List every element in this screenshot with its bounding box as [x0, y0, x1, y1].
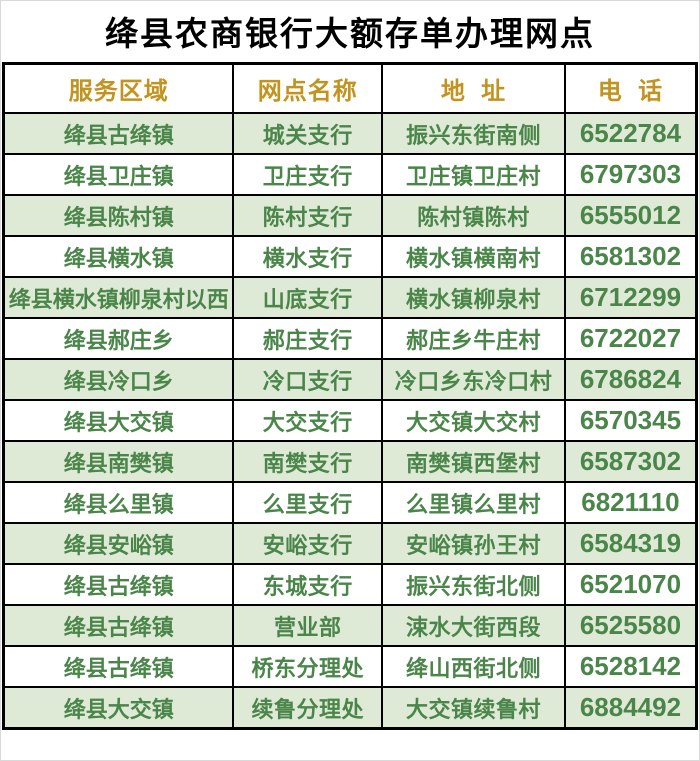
cell-branch-name: 安峪支行 — [232, 522, 384, 565]
cell-phone: 6522784 — [563, 112, 698, 155]
table-header-row: 服务区域 网点名称 地 址 电 话 — [2, 62, 698, 114]
cell-phone: 6786824 — [563, 358, 698, 401]
cell-address: 涑水大街西段 — [381, 604, 566, 647]
table-row: 绛县古绛镇 营业部 涑水大街西段 6525580 — [2, 604, 698, 647]
table-body: 绛县古绛镇 城关支行 振兴东街南侧 6522784 绛县卫庄镇 卫庄支行 卫庄镇… — [2, 112, 698, 730]
cell-phone: 6584319 — [563, 522, 698, 565]
cell-branch-name: 横水支行 — [232, 235, 384, 278]
table-row: 绛县大交镇 续鲁分理处 大交镇续鲁村 6884492 — [2, 686, 698, 730]
cell-branch-name: 城关支行 — [232, 112, 384, 155]
table-row: 绛县安峪镇 安峪支行 安峪镇孙王村 6584319 — [2, 522, 698, 565]
cell-address: 大交镇大交村 — [381, 399, 566, 442]
cell-address: 冷口乡东冷口村 — [381, 358, 566, 401]
table-row: 绛县郝庄乡 郝庄支行 郝庄乡牛庄村 6722027 — [2, 317, 698, 360]
cell-phone: 6884492 — [563, 686, 698, 730]
column-header-address: 地 址 — [381, 62, 566, 114]
cell-service-area: 绛县陈村镇 — [2, 194, 235, 237]
cell-address: 南樊镇西堡村 — [381, 440, 566, 483]
cell-phone: 6821110 — [563, 481, 698, 524]
table-row: 绛县卫庄镇 卫庄支行 卫庄镇卫庄村 6797303 — [2, 153, 698, 196]
cell-address: 郝庄乡牛庄村 — [381, 317, 566, 360]
cell-branch-name: 么里支行 — [232, 481, 384, 524]
column-header-branch-name: 网点名称 — [232, 62, 384, 114]
cell-phone: 6521070 — [563, 563, 698, 606]
cell-address: 陈村镇陈村 — [381, 194, 566, 237]
table-row: 绛县古绛镇 桥东分理处 绛山西街北侧 6528142 — [2, 645, 698, 688]
column-header-service-area: 服务区域 — [2, 62, 235, 114]
table-row: 绛县陈村镇 陈村支行 陈村镇陈村 6555012 — [2, 194, 698, 237]
cell-branch-name: 东城支行 — [232, 563, 384, 606]
column-header-phone: 电 话 — [563, 62, 698, 114]
cell-service-area: 绛县横水镇 — [2, 235, 235, 278]
cell-service-area: 绛县大交镇 — [2, 686, 235, 730]
cell-service-area: 绛县古绛镇 — [2, 604, 235, 647]
cell-address: 横水镇柳泉村 — [381, 276, 566, 319]
cell-address: 么里镇么里村 — [381, 481, 566, 524]
cell-address: 大交镇续鲁村 — [381, 686, 566, 730]
cell-branch-name: 营业部 — [232, 604, 384, 647]
cell-service-area: 绛县冷口乡 — [2, 358, 235, 401]
table-row: 绛县横水镇柳泉村以西 山底支行 横水镇柳泉村 6712299 — [2, 276, 698, 319]
cell-branch-name: 郝庄支行 — [232, 317, 384, 360]
cell-address: 安峪镇孙王村 — [381, 522, 566, 565]
cell-branch-name: 陈村支行 — [232, 194, 384, 237]
cell-phone: 6587302 — [563, 440, 698, 483]
table-row: 绛县古绛镇 东城支行 振兴东街北侧 6521070 — [2, 563, 698, 606]
cell-service-area: 绛县横水镇柳泉村以西 — [2, 276, 235, 319]
cell-service-area: 绛县古绛镇 — [2, 112, 235, 155]
cell-phone: 6525580 — [563, 604, 698, 647]
cell-service-area: 绛县卫庄镇 — [2, 153, 235, 196]
cell-address: 绛山西街北侧 — [381, 645, 566, 688]
cell-service-area: 绛县古绛镇 — [2, 645, 235, 688]
table-row: 绛县么里镇 么里支行 么里镇么里村 6821110 — [2, 481, 698, 524]
cell-phone: 6712299 — [563, 276, 698, 319]
table-row: 绛县古绛镇 城关支行 振兴东街南侧 6522784 — [2, 112, 698, 155]
branch-table: 服务区域 网点名称 地 址 电 话 绛县古绛镇 城关支行 振兴东街南侧 6522… — [2, 62, 698, 730]
title-bar: 绛县农商银行大额存单办理网点 — [0, 0, 700, 62]
cell-service-area: 绛县古绛镇 — [2, 563, 235, 606]
cell-branch-name: 山底支行 — [232, 276, 384, 319]
cell-service-area: 绛县南樊镇 — [2, 440, 235, 483]
table-row: 绛县南樊镇 南樊支行 南樊镇西堡村 6587302 — [2, 440, 698, 483]
cell-address: 振兴东街北侧 — [381, 563, 566, 606]
cell-phone: 6570345 — [563, 399, 698, 442]
cell-phone: 6797303 — [563, 153, 698, 196]
cell-branch-name: 冷口支行 — [232, 358, 384, 401]
cell-address: 横水镇横南村 — [381, 235, 566, 278]
cell-service-area: 绛县郝庄乡 — [2, 317, 235, 360]
cell-service-area: 绛县大交镇 — [2, 399, 235, 442]
cell-address: 振兴东街南侧 — [381, 112, 566, 155]
table-row: 绛县横水镇 横水支行 横水镇横南村 6581302 — [2, 235, 698, 278]
table-row: 绛县冷口乡 冷口支行 冷口乡东冷口村 6786824 — [2, 358, 698, 401]
cell-branch-name: 桥东分理处 — [232, 645, 384, 688]
cell-service-area: 绛县么里镇 — [2, 481, 235, 524]
cell-branch-name: 大交支行 — [232, 399, 384, 442]
cell-branch-name: 续鲁分理处 — [232, 686, 384, 730]
cell-service-area: 绛县安峪镇 — [2, 522, 235, 565]
table-row: 绛县大交镇 大交支行 大交镇大交村 6570345 — [2, 399, 698, 442]
page-title: 绛县农商银行大额存单办理网点 — [105, 17, 595, 53]
cell-address: 卫庄镇卫庄村 — [381, 153, 566, 196]
cell-phone: 6528142 — [563, 645, 698, 688]
cell-branch-name: 南樊支行 — [232, 440, 384, 483]
cell-branch-name: 卫庄支行 — [232, 153, 384, 196]
cell-phone: 6722027 — [563, 317, 698, 360]
cell-phone: 6581302 — [563, 235, 698, 278]
cell-phone: 6555012 — [563, 194, 698, 237]
